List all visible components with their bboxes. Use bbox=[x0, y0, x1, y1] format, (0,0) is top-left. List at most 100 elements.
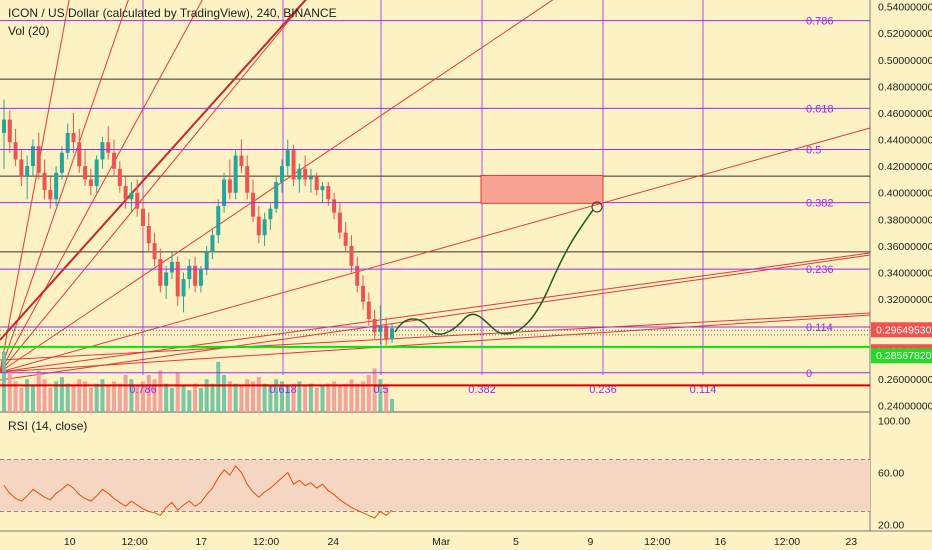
volume-bar bbox=[117, 383, 122, 412]
volume-bar bbox=[48, 388, 53, 412]
candle-body bbox=[303, 168, 308, 180]
candle-body bbox=[378, 325, 383, 333]
time-tick-label: 24 bbox=[327, 536, 339, 548]
volume-bar bbox=[343, 383, 348, 412]
volume-bar bbox=[308, 383, 313, 412]
price-tick-label: 0.50000000 bbox=[878, 55, 932, 67]
fan-line bbox=[0, 0, 203, 373]
time-tick-label: 12:00 bbox=[121, 536, 147, 548]
time-tick-label: 23 bbox=[845, 536, 857, 548]
candle-body bbox=[256, 216, 261, 236]
volume-bar bbox=[233, 383, 238, 412]
volume-bar bbox=[285, 385, 290, 412]
time-tick-label: 10 bbox=[64, 536, 76, 548]
fib-level-label: 0 bbox=[806, 368, 812, 380]
fan-line bbox=[0, 0, 307, 373]
candle-body bbox=[83, 166, 88, 180]
chart-title: ICON / US Dollar (calculated by TradingV… bbox=[8, 6, 337, 20]
volume-bar bbox=[59, 377, 64, 412]
price-scale-background bbox=[870, 0, 932, 550]
volume-bar bbox=[181, 385, 186, 412]
volume-bar bbox=[152, 379, 157, 412]
candle-body bbox=[349, 245, 354, 266]
volume-bar bbox=[256, 377, 261, 412]
volume-bar bbox=[19, 388, 24, 412]
candle-body bbox=[308, 176, 313, 180]
fan-line bbox=[0, 254, 871, 381]
volume-bar bbox=[198, 388, 203, 412]
volume-bar bbox=[129, 379, 134, 412]
volume-bar bbox=[390, 398, 394, 412]
candle-body bbox=[169, 261, 174, 273]
price-tick-label: 0.38000000 bbox=[878, 214, 932, 226]
price-tag bbox=[871, 348, 932, 364]
candle-body bbox=[274, 182, 279, 209]
time-tick-label: 12:00 bbox=[253, 536, 279, 548]
candle-body bbox=[77, 142, 82, 167]
candle-body bbox=[239, 155, 244, 167]
candle-body bbox=[146, 225, 151, 244]
price-tick-label: 0.40000000 bbox=[878, 188, 932, 200]
candle-body bbox=[233, 155, 238, 193]
volume-bar bbox=[274, 379, 279, 412]
fib-level-label: 0.618 bbox=[806, 103, 834, 115]
candle-body bbox=[285, 150, 290, 167]
volume-bar bbox=[169, 388, 174, 412]
fib-level-label: 0.382 bbox=[806, 198, 834, 210]
volume-bar bbox=[262, 383, 267, 412]
volume-bar bbox=[314, 388, 319, 412]
candle-body bbox=[2, 119, 6, 133]
candle-body bbox=[216, 206, 221, 236]
candle-body bbox=[187, 265, 192, 280]
fib-level-label: 0.114 bbox=[806, 322, 833, 334]
candle-body bbox=[355, 265, 360, 286]
candle-body bbox=[361, 285, 366, 302]
candle-body bbox=[135, 192, 140, 209]
candle-body bbox=[88, 179, 93, 187]
volume-bar bbox=[187, 390, 192, 412]
candle-body bbox=[152, 243, 157, 260]
time-tick-label: 5 bbox=[513, 536, 519, 548]
candle-body bbox=[372, 318, 377, 333]
volume-bar bbox=[303, 385, 308, 412]
volume-bar bbox=[13, 381, 18, 412]
candle-body bbox=[366, 301, 371, 319]
candle-body bbox=[129, 192, 134, 200]
fan-line bbox=[0, 312, 871, 361]
volume-bar bbox=[36, 370, 41, 412]
candle-body bbox=[262, 219, 267, 236]
time-tick-label: 16 bbox=[715, 536, 727, 548]
candle-body bbox=[117, 168, 122, 187]
price-tick-label: 0.26000000 bbox=[878, 374, 932, 386]
rsi-label: RSI (14, close) bbox=[8, 419, 88, 433]
price-tag-label: 0.29649530 bbox=[876, 324, 932, 336]
volume-bar bbox=[227, 381, 232, 412]
fan-line bbox=[0, 0, 554, 373]
time-tick-label: 12:00 bbox=[644, 536, 670, 548]
volume-bar bbox=[123, 374, 128, 412]
fan-line bbox=[0, 0, 70, 373]
volume-label: Vol (20) bbox=[8, 24, 50, 38]
volume-bar bbox=[204, 379, 209, 412]
price-tick-label: 0.42000000 bbox=[878, 161, 932, 173]
candle-body bbox=[59, 152, 64, 173]
volume-bar bbox=[378, 379, 383, 412]
time-tick-label: 17 bbox=[195, 536, 207, 548]
volume-bar bbox=[135, 385, 140, 412]
candle-body bbox=[291, 150, 296, 180]
fan-line-bold bbox=[0, 0, 307, 341]
target-zone bbox=[480, 174, 604, 204]
volume-bar bbox=[106, 385, 111, 412]
volume-bar bbox=[372, 368, 377, 412]
fib-time-label: 0.382 bbox=[468, 384, 496, 396]
volume-bar bbox=[361, 381, 366, 412]
volume-bar bbox=[7, 373, 12, 412]
price-tick-label: 0.36000000 bbox=[878, 241, 932, 253]
fan-line bbox=[0, 127, 871, 373]
volume-bar bbox=[30, 384, 35, 412]
candle-body bbox=[106, 142, 111, 153]
price-tick-label: 0.52000000 bbox=[878, 28, 932, 40]
volume-bar bbox=[366, 374, 371, 412]
candle-body bbox=[112, 152, 117, 169]
